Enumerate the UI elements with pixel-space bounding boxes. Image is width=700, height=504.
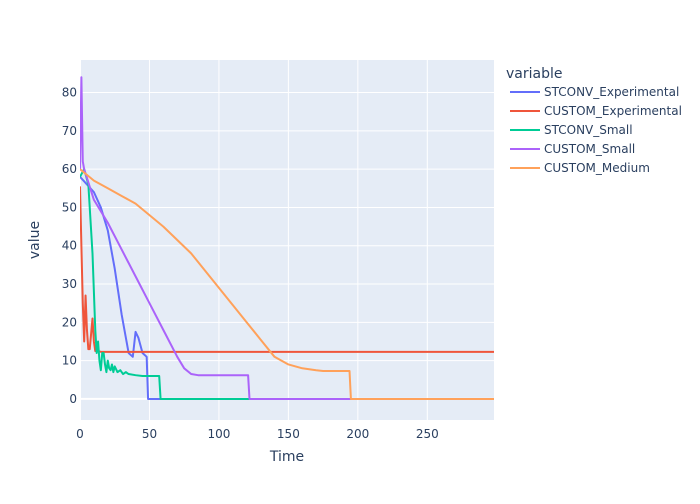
y-tick-label: 20	[62, 315, 77, 329]
legend-label: CUSTOM_Small	[544, 142, 635, 156]
y-tick-label: 40	[62, 239, 77, 253]
legend-title: variable	[506, 66, 562, 82]
x-tick-label: 150	[277, 427, 300, 441]
legend-label: CUSTOM_Experimental	[544, 104, 682, 118]
legend-item[interactable]: CUSTOM_Medium	[510, 161, 650, 175]
series-line[interactable]	[80, 168, 494, 400]
x-axis-title: Time	[269, 449, 304, 465]
series-line[interactable]	[80, 168, 494, 400]
y-tick-label: 70	[62, 124, 77, 138]
legend-label: STCONV_Experimental	[544, 85, 679, 99]
legend-item[interactable]: STCONV_Small	[510, 123, 633, 137]
y-axis-title: value	[27, 221, 43, 259]
plot-area	[80, 60, 494, 420]
legend-items[interactable]: STCONV_Experimental CUSTOM_Experimental ST…	[510, 85, 682, 175]
series-lines	[80, 76, 494, 400]
y-tick-label: 10	[62, 354, 77, 368]
y-tick-label: 50	[62, 200, 77, 214]
series-line[interactable]	[80, 76, 494, 400]
y-tick-label: 0	[69, 392, 77, 406]
x-tick-label: 100	[207, 427, 230, 441]
y-tick-label: 60	[62, 162, 77, 176]
legend-label: STCONV_Small	[544, 123, 633, 137]
x-tick-label: 200	[346, 427, 369, 441]
y-tick-label: 80	[62, 86, 77, 100]
x-tick-label: 50	[142, 427, 157, 441]
y-axis-ticks: 0 10 20 30 40 50 60 70 80	[62, 86, 77, 406]
series-line[interactable]	[80, 176, 494, 400]
legend-item[interactable]: CUSTOM_Small	[510, 142, 635, 156]
y-tick-label: 30	[62, 277, 77, 291]
legend-label: CUSTOM_Medium	[544, 161, 650, 175]
legend-item[interactable]: STCONV_Experimental	[510, 85, 679, 99]
x-axis-ticks: 0 50 100 150 200 250	[76, 427, 439, 441]
legend-item[interactable]: CUSTOM_Experimental	[510, 104, 682, 118]
x-tick-label: 0	[76, 427, 84, 441]
legend[interactable]: variable STCONV_Experimental CUSTOM_Exper…	[506, 66, 682, 175]
x-tick-label: 250	[416, 427, 439, 441]
